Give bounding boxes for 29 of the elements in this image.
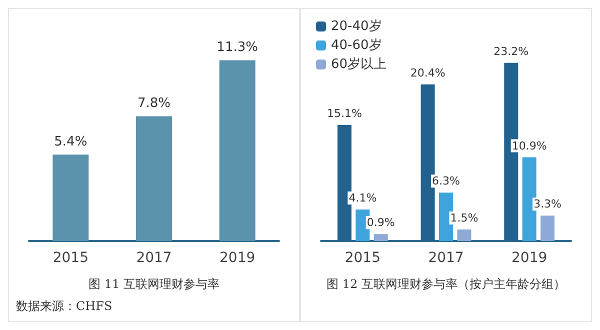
source-note: 数据来源：CHFS bbox=[16, 299, 112, 313]
data-label: 0.9% bbox=[366, 216, 395, 230]
data-label: 10.9% bbox=[512, 139, 547, 152]
bar bbox=[374, 234, 388, 241]
legend-label: 60岁以上 bbox=[331, 57, 387, 72]
x-tick-label: 2015 bbox=[344, 250, 380, 266]
bar bbox=[522, 157, 536, 241]
x-tick-label: 2017 bbox=[428, 250, 464, 266]
data-label: 6.3% bbox=[432, 174, 460, 188]
data-label: 11.3% bbox=[216, 40, 258, 56]
data-label: 23.2% bbox=[494, 44, 529, 58]
legend-label: 20-40岁 bbox=[331, 19, 382, 34]
bar bbox=[457, 229, 472, 241]
x-tick-label: 2015 bbox=[52, 250, 88, 266]
data-label: 7.8% bbox=[137, 96, 171, 112]
bar bbox=[540, 216, 555, 241]
data-label: 4.1% bbox=[348, 192, 377, 205]
x-tick-label: 2019 bbox=[220, 250, 256, 266]
text: 图 11 互联网理财参与率 bbox=[88, 277, 220, 291]
legend-label: 40-60岁 bbox=[331, 38, 382, 53]
data-label: 1.5% bbox=[450, 211, 478, 224]
bar bbox=[439, 192, 453, 241]
text: 图 12 互联网理财参与率（按户主年龄分组） bbox=[326, 277, 566, 291]
x-tick-label: 2019 bbox=[512, 250, 548, 266]
data-label: 3.3% bbox=[534, 198, 562, 211]
data-label: 15.1% bbox=[326, 107, 362, 120]
data-label: 20.4% bbox=[410, 66, 446, 80]
data-label: 5.4% bbox=[54, 134, 88, 150]
x-tick-label: 2017 bbox=[136, 250, 172, 266]
